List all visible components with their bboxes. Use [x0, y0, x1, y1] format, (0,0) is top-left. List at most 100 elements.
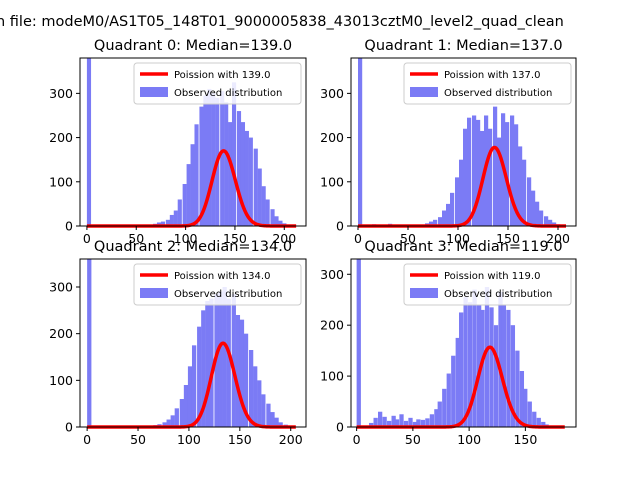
- hist-bar: [425, 418, 430, 427]
- hist-bar: [228, 122, 233, 226]
- hist-bar: [197, 326, 202, 427]
- hist-bar: [541, 421, 546, 427]
- axes-frame: [350, 258, 577, 428]
- hist-bar: [446, 373, 451, 427]
- hist-bar: [510, 325, 516, 427]
- hist-bar: [510, 115, 515, 226]
- hist-bar: [86, 58, 92, 226]
- x-tick-label: 0: [83, 231, 91, 246]
- hist-bar: [531, 190, 536, 226]
- hist-bar: [207, 88, 212, 227]
- hist-bar: [165, 219, 171, 226]
- hist-bar: [476, 119, 481, 226]
- legend-hist-swatch: [410, 288, 438, 298]
- hist-bar: [387, 420, 392, 427]
- hist-bar: [493, 106, 498, 226]
- hist-bar: [391, 415, 396, 427]
- x-tick-label: 0: [83, 432, 91, 447]
- hist-bar: [548, 219, 553, 226]
- hist-bar: [274, 417, 279, 427]
- hist-bar: [274, 216, 279, 226]
- y-tick-label: 100: [320, 369, 344, 384]
- hist-bar: [532, 411, 537, 427]
- legend-box: [133, 62, 302, 105]
- hist-bar: [378, 411, 383, 427]
- hist-bar: [394, 419, 400, 427]
- hist-bar: [450, 192, 455, 226]
- hist-bar: [429, 221, 434, 226]
- hist-bar: [218, 291, 223, 427]
- legend-label-observed: Observed distribution: [444, 289, 552, 300]
- y-tick-label: 200: [49, 130, 73, 145]
- hist-bar: [468, 302, 473, 427]
- x-tick-label: 0: [354, 231, 362, 246]
- hist-bar: [182, 184, 187, 226]
- hist-bar: [527, 401, 532, 427]
- x-tick-label: 100: [177, 432, 201, 447]
- panel-title: Quadrant 0: Median=139.0: [94, 38, 292, 54]
- hist-bar: [523, 388, 528, 427]
- legend-box: [133, 263, 302, 306]
- panel-quadrant-3: Quadrant 3: Median=119.0 0 50 100 150 0 100 200…: [320, 239, 577, 447]
- hist-bar: [222, 287, 227, 427]
- x-tick-label: 100: [174, 231, 198, 246]
- panel-quadrant-1: Quadrant 1: Median=137.0 0 50 100 150 200 0 100…: [320, 38, 577, 246]
- hist-bar: [416, 419, 421, 427]
- hist-bar: [261, 394, 266, 427]
- x-tick-label: 150: [513, 432, 537, 447]
- legend-hist-swatch: [140, 288, 168, 298]
- hist-bar: [527, 177, 532, 226]
- hist-bar: [235, 315, 241, 427]
- hist-bar: [472, 289, 477, 427]
- hist-bar: [239, 319, 245, 427]
- y-tick-label: 300: [320, 267, 344, 282]
- axes-frame: [79, 57, 307, 227]
- hist-bar: [433, 219, 438, 226]
- hist-bar: [535, 201, 540, 226]
- hist-bar: [209, 298, 214, 427]
- y-tick-label: 200: [49, 326, 73, 341]
- hist-bar: [434, 409, 439, 427]
- legend-hist-swatch: [140, 87, 168, 97]
- hist-bar: [498, 292, 503, 427]
- x-tick-label: 200: [546, 231, 570, 246]
- x-tick-label: 150: [228, 432, 252, 447]
- hist-bar: [278, 220, 283, 226]
- legend-box: [403, 263, 572, 306]
- hist-bar: [399, 414, 404, 427]
- hist-bar: [265, 199, 270, 226]
- hist-bar: [179, 399, 185, 427]
- hist-bar: [522, 159, 527, 226]
- hist-bar: [203, 95, 208, 226]
- legend-hist-swatch: [410, 87, 438, 97]
- legend-label-observed: Observed distribution: [174, 289, 282, 300]
- hist-bar: [505, 122, 510, 226]
- hist-bar: [156, 222, 162, 226]
- hist-bar: [437, 401, 442, 427]
- hist-bar: [412, 421, 418, 427]
- hist-bar: [270, 209, 275, 226]
- hist-bar: [477, 304, 482, 427]
- hist-bar: [170, 415, 175, 427]
- hist-bar: [518, 146, 523, 226]
- y-tick-label: 100: [49, 174, 73, 189]
- hist-bar: [231, 294, 236, 427]
- legend-label-poisson: Poission with 134.0: [174, 271, 270, 282]
- hist-bar: [480, 309, 485, 427]
- hist-bar: [544, 216, 549, 226]
- hist-bar: [160, 221, 166, 226]
- hist-bar: [506, 309, 511, 427]
- hist-bar: [467, 117, 472, 226]
- hist-bar: [497, 137, 502, 226]
- x-tick-label: 50: [130, 432, 146, 447]
- hist-bar: [224, 102, 229, 226]
- hist-bar: [226, 298, 231, 427]
- hist-bar: [539, 210, 544, 226]
- x-tick-label: 200: [272, 231, 296, 246]
- x-tick-label: 0: [353, 432, 361, 447]
- hist-bar: [205, 301, 210, 427]
- hist-bar: [420, 419, 426, 427]
- y-tick-label: 0: [65, 219, 73, 234]
- legend-label-poisson: Poission with 137.0: [444, 70, 540, 81]
- hist-bar: [257, 168, 262, 226]
